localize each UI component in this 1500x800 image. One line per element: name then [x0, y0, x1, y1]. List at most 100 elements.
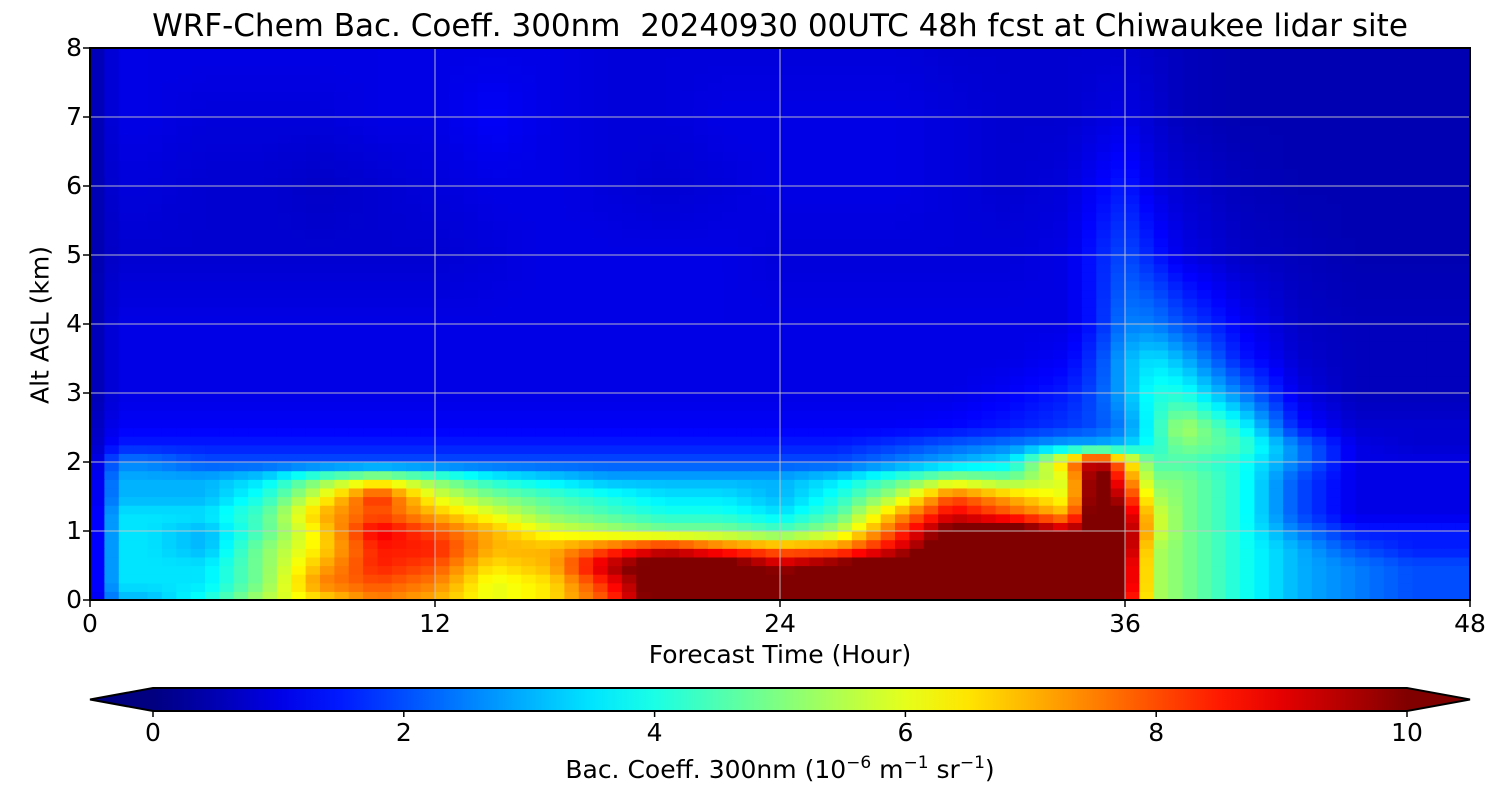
heatmap-cell [751, 462, 767, 472]
heatmap-cell [1268, 220, 1284, 230]
heatmap-cell [895, 384, 910, 394]
heatmap-cell [1053, 194, 1069, 204]
heatmap-cell [1240, 591, 1255, 601]
heatmap-cell [1110, 513, 1126, 523]
heatmap-cell [1225, 315, 1241, 325]
heatmap-cell [1383, 341, 1399, 351]
heatmap-cell [1455, 186, 1471, 196]
heatmap-cell [1268, 151, 1284, 161]
heatmap-cell [104, 427, 120, 437]
heatmap-cell [851, 479, 867, 489]
heatmap-cell [291, 211, 307, 222]
heatmap-cell [1355, 324, 1370, 334]
heatmap-cell [391, 401, 407, 411]
heatmap-cell [823, 306, 839, 316]
heatmap-cell [435, 410, 450, 420]
heatmap-cell [923, 177, 939, 187]
heatmap-cell [1067, 280, 1083, 291]
heatmap-cell [1225, 470, 1241, 480]
heatmap-cell [118, 203, 134, 213]
heatmap-cell [435, 341, 450, 351]
heatmap-cell [866, 574, 882, 584]
heatmap-cell [1010, 513, 1025, 523]
heatmap-cell [966, 384, 982, 394]
heatmap-cell [435, 539, 450, 549]
heatmap-cell [693, 496, 709, 506]
heatmap-cell [1326, 393, 1342, 403]
heatmap-cell [823, 349, 839, 360]
heatmap-cell [104, 194, 120, 204]
heatmap-cell [679, 505, 695, 515]
heatmap-cell [291, 393, 307, 403]
heatmap-cell [363, 194, 379, 204]
heatmap-cell [966, 453, 982, 463]
heatmap-cell [90, 436, 105, 446]
heatmap-cell [90, 539, 105, 549]
heatmap-cell [880, 151, 896, 161]
heatmap-cell [550, 591, 565, 601]
heatmap-cell [90, 142, 105, 153]
heatmap-cell [578, 186, 594, 196]
heatmap-cell [535, 384, 551, 394]
heatmap-cell [966, 582, 982, 592]
heatmap-cell [118, 505, 134, 515]
heatmap-cell [736, 582, 752, 592]
heatmap-cell [248, 211, 264, 222]
heatmap-cell [751, 427, 767, 437]
heatmap-cell [880, 462, 896, 472]
heatmap-cell [765, 418, 781, 429]
heatmap-cell [1412, 496, 1428, 506]
heatmap-cell [550, 427, 565, 437]
heatmap-cell [1038, 436, 1054, 446]
heatmap-cell [205, 444, 220, 454]
heatmap-cell [291, 237, 307, 247]
heatmap-cell [1081, 255, 1097, 265]
heatmap-cell [665, 410, 680, 420]
heatmap-cell [377, 298, 393, 308]
heatmap-cell [90, 418, 105, 429]
heatmap-cell [808, 246, 824, 256]
heatmap-cell [363, 574, 379, 584]
heatmap-cell [995, 203, 1011, 213]
heatmap-cell [923, 315, 939, 325]
heatmap-cell [808, 548, 824, 558]
heatmap-cell [1067, 272, 1083, 282]
heatmap-cell [161, 324, 177, 334]
heatmap-cell [981, 349, 997, 360]
heatmap-cell [866, 418, 882, 429]
heatmap-cell [880, 280, 896, 291]
heatmap-cell [1398, 349, 1414, 360]
heatmap-cell [363, 272, 379, 282]
heatmap-cell [492, 591, 508, 601]
heatmap-cell [866, 531, 882, 541]
heatmap-cell [751, 263, 767, 273]
heatmap-cell [276, 505, 292, 515]
heatmap-cell [593, 565, 609, 575]
heatmap-cell [391, 591, 407, 601]
heatmap-cell [578, 255, 594, 265]
heatmap-cell [1455, 531, 1471, 541]
heatmap-cell [262, 513, 278, 523]
heatmap-cell [1153, 306, 1169, 316]
heatmap-cell [837, 574, 853, 584]
heatmap-cell [923, 410, 939, 420]
heatmap-cell [1283, 453, 1299, 463]
heatmap-cell [1355, 487, 1370, 498]
heatmap-cell [851, 453, 867, 463]
heatmap-cell [1182, 280, 1198, 291]
heatmap-cell [463, 315, 479, 325]
heatmap-cell [564, 444, 580, 454]
heatmap-cell [1326, 358, 1342, 368]
heatmap-cell [808, 531, 824, 541]
heatmap-cell [104, 280, 120, 291]
heatmap-cell [621, 462, 637, 472]
heatmap-cell [693, 237, 709, 247]
heatmap-cell [665, 298, 680, 308]
heatmap-cell [1311, 341, 1327, 351]
heatmap-cell [334, 410, 350, 420]
heatmap-cell [1326, 306, 1342, 316]
heatmap-cell [966, 522, 982, 532]
heatmap-cell [1340, 462, 1356, 472]
heatmap-cell [420, 470, 436, 480]
heatmap-cell [248, 505, 264, 515]
